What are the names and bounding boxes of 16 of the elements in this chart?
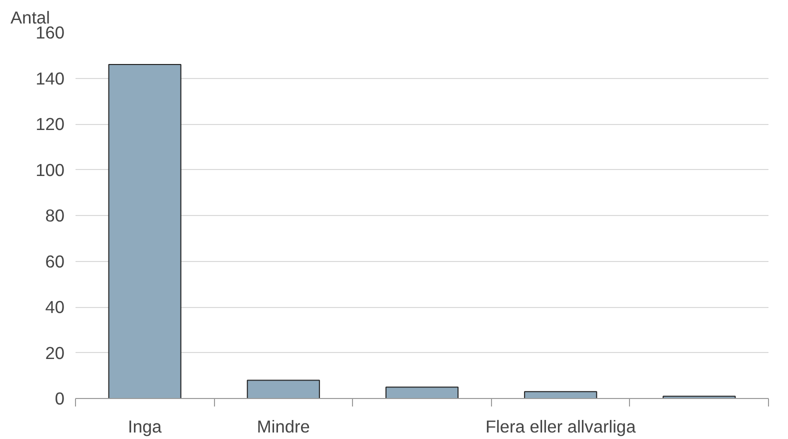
bar bbox=[662, 396, 736, 398]
bar bbox=[108, 64, 182, 398]
y-tick-label: 0 bbox=[54, 388, 65, 408]
y-tick-label: 120 bbox=[36, 114, 65, 134]
y-tick-label: 60 bbox=[45, 251, 65, 272]
y-tick-label: 40 bbox=[45, 297, 65, 317]
x-tick-label: Flera eller allvarliga bbox=[485, 416, 636, 436]
x-tick-label: Inga bbox=[128, 416, 162, 436]
y-tick-label: 80 bbox=[45, 206, 65, 226]
y-tick-label: 100 bbox=[36, 160, 65, 180]
bar bbox=[385, 386, 459, 398]
y-tick-label: 140 bbox=[36, 68, 65, 88]
y-tick-label: 20 bbox=[45, 342, 65, 363]
x-tick-label: Mindre bbox=[256, 416, 310, 436]
bar bbox=[524, 391, 598, 398]
bar bbox=[246, 380, 320, 398]
